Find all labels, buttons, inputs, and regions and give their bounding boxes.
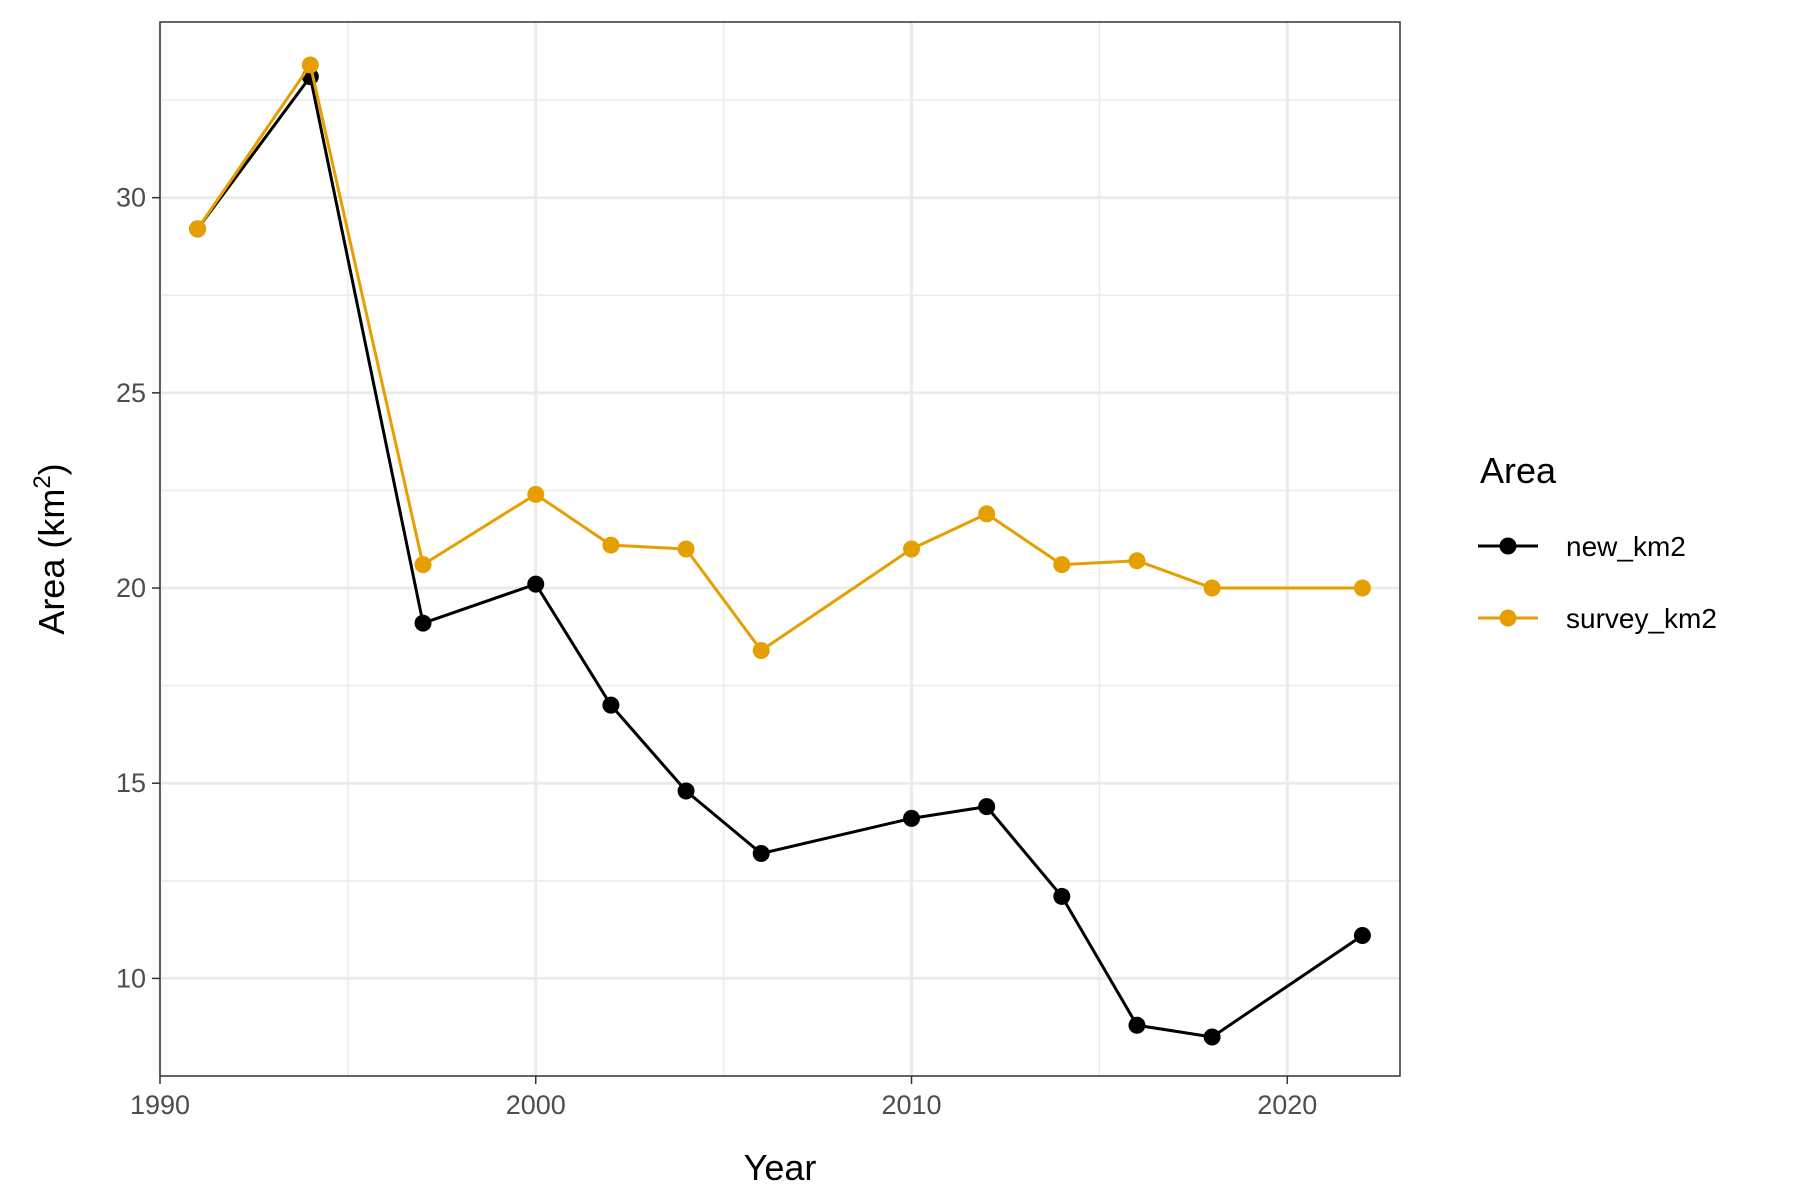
data-point-new_km2 [903,809,921,827]
legend-items: new_km2 survey_km2 [1478,531,1717,634]
data-point-survey_km2 [677,540,695,558]
legend-key-point [1499,609,1517,627]
data-point-new_km2 [978,798,996,816]
legend-item-survey_km2: survey_km2 [1478,603,1717,634]
x-axis-ticks: 1990 2000 2010 2020 [130,1076,1317,1120]
legend-key-point [1499,537,1517,555]
data-point-new_km2 [527,575,545,593]
y-tick-label: 20 [116,573,146,603]
legend-title: Area [1480,450,1557,491]
series-new_km2 [189,68,1371,1046]
x-tick-label: 2020 [1257,1090,1317,1120]
data-point-survey_km2 [414,556,432,574]
data-point-survey_km2 [752,641,770,659]
legend: Area new_km2 survey_km2 [1478,450,1717,634]
y-tick-label: 15 [116,768,146,798]
data-point-survey_km2 [903,540,921,558]
data-point-new_km2 [414,614,432,632]
y-axis-title-superscript: 2 [29,475,56,488]
data-point-new_km2 [1053,887,1071,905]
y-axis-title-main: Area (km [31,489,72,635]
y-axis-ticks: 10 15 20 25 30 [116,183,160,993]
data-point-survey_km2 [602,536,620,554]
data-point-new_km2 [1203,1028,1221,1046]
y-tick-label: 25 [116,378,146,408]
y-tick-label: 10 [116,963,146,993]
data-point-survey_km2 [1128,552,1146,570]
y-axis-title: Area (km2) [29,463,72,634]
data-point-new_km2 [1353,926,1371,944]
data-point-new_km2 [752,844,770,862]
x-tick-label: 2000 [506,1090,566,1120]
data-point-new_km2 [602,696,620,714]
y-tick-label: 30 [116,183,146,213]
data-point-survey_km2 [1053,556,1071,574]
data-point-survey_km2 [301,56,319,74]
legend-item-new_km2: new_km2 [1478,531,1686,562]
data-point-survey_km2 [527,485,545,503]
data-point-survey_km2 [1353,579,1371,597]
y-axis-title-suffix: ) [31,463,72,475]
data-point-new_km2 [1128,1016,1146,1034]
data-point-survey_km2 [1203,579,1221,597]
x-tick-label: 1990 [130,1090,190,1120]
data-point-survey_km2 [978,505,996,523]
data-point-survey_km2 [189,220,207,238]
x-tick-label: 2010 [881,1090,941,1120]
legend-label: new_km2 [1566,531,1686,562]
series-layer [189,56,1371,1046]
data-point-new_km2 [677,782,695,800]
series-survey_km2 [189,56,1371,659]
legend-label: survey_km2 [1566,603,1717,634]
x-axis-title: Year [744,1147,817,1188]
plot-panel-border [159,21,1401,1077]
plot-panel-background [160,22,1400,1076]
